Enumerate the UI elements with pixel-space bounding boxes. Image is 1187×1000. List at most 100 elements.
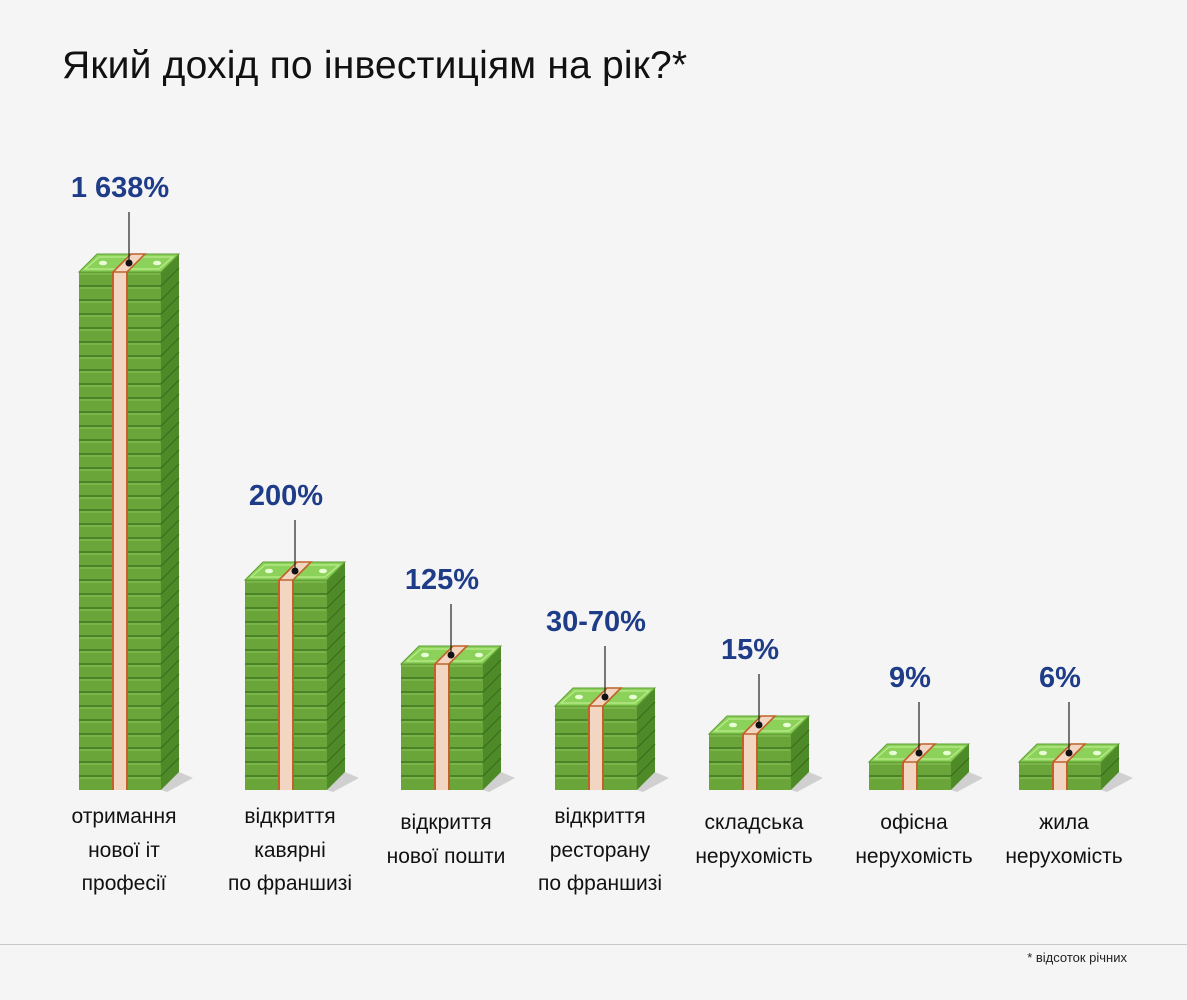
category-label: відкриття кавярні по франшизі	[195, 800, 385, 901]
bar-shadow	[1101, 772, 1133, 792]
bill-side-line	[482, 673, 502, 693]
bill-side-line	[482, 715, 502, 735]
bill-side-line	[160, 715, 180, 735]
value-label: 9%	[889, 662, 931, 694]
footnote: * відсоток річних	[1027, 950, 1127, 965]
bill-ornament	[943, 750, 951, 756]
category-label: офісна нерухомість	[819, 806, 1009, 873]
bill-side-line	[160, 687, 180, 707]
bill-side-line	[160, 323, 180, 343]
category-label: отримання нової іт професії	[29, 800, 219, 901]
bill-side-line	[160, 351, 180, 371]
bill-side-line	[1100, 757, 1120, 777]
bill-side-line	[160, 519, 180, 539]
bill-side-line	[160, 393, 180, 413]
value-leader-dot	[755, 721, 763, 729]
bill-side-line	[160, 547, 180, 567]
bill-side-line	[326, 743, 346, 763]
bill-side-line	[160, 673, 180, 693]
bill-side-line	[160, 365, 180, 385]
bill-side-line	[790, 757, 810, 777]
bill-side-line	[160, 407, 180, 427]
bill-ornament	[153, 260, 161, 266]
category-label-line: нерухомість	[695, 844, 813, 868]
bar-side-face	[483, 646, 501, 790]
category-label-line: жила	[1039, 811, 1089, 834]
bill-side-line	[160, 491, 180, 511]
money-band	[435, 664, 449, 790]
bill-side-line	[160, 603, 180, 623]
value-leader-dot	[1065, 749, 1073, 757]
category-label-line: по франшизі	[228, 872, 352, 896]
value-label: 6%	[1039, 662, 1081, 694]
bar-shadow	[637, 772, 669, 792]
bill-side-line	[160, 589, 180, 609]
bill-side-line	[160, 561, 180, 581]
bill-ornament	[421, 652, 429, 658]
value-leader-dot	[125, 259, 133, 267]
category-label: відкриття нової пошти	[351, 806, 541, 873]
bill-side-line	[160, 421, 180, 441]
category-label-line: складська	[704, 811, 804, 834]
category-label: складська нерухомість	[659, 806, 849, 873]
bill-top-border	[713, 718, 805, 732]
bill-side-line	[160, 379, 180, 399]
category-label: жила нерухомість	[969, 806, 1159, 873]
bill-side-line	[160, 477, 180, 497]
bill-top-border	[559, 690, 651, 704]
bill-ornament	[1093, 750, 1101, 756]
bar-shadow	[483, 772, 515, 792]
category-label: відкриття ресторану по франшизі	[505, 800, 695, 901]
bill-top-border	[249, 564, 341, 578]
bill-side-line	[160, 659, 180, 679]
bill-side-line	[160, 505, 180, 525]
bill-top-border	[1023, 746, 1115, 760]
bill-side-line	[326, 575, 346, 595]
bill-ornament	[575, 694, 583, 700]
bill-side-line	[790, 729, 810, 749]
bill-ornament	[1039, 750, 1047, 756]
money-stack-bar	[553, 646, 657, 790]
bill-top-border	[83, 256, 175, 270]
bill-side-line	[160, 575, 180, 595]
money-band	[1053, 762, 1067, 790]
money-stack-bar	[707, 674, 811, 790]
value-leader-dot	[447, 651, 455, 659]
bill-side-line	[160, 631, 180, 651]
bill-side-line	[326, 645, 346, 665]
bill-ornament	[629, 694, 637, 700]
bill-side-line	[160, 267, 180, 287]
value-leader-dot	[915, 749, 923, 757]
bill-side-line	[160, 729, 180, 749]
bill-side-line	[482, 687, 502, 707]
category-label-line: відкриття	[400, 811, 492, 834]
category-label-line: відкриття	[554, 805, 646, 828]
bill-side-line	[160, 645, 180, 665]
category-label-line: нерухомість	[1005, 844, 1123, 868]
bill-side-line	[326, 729, 346, 749]
bar-side-face	[327, 562, 345, 790]
category-label-line: ресторану	[549, 838, 651, 862]
money-band	[743, 734, 757, 790]
bill-side-line	[636, 715, 656, 735]
bill-side-line	[160, 435, 180, 455]
bill-side-line	[326, 673, 346, 693]
category-label-line: відкриття	[244, 805, 336, 828]
bill-side-line	[160, 337, 180, 357]
bill-side-line	[326, 631, 346, 651]
category-label-line: кавярні	[254, 838, 326, 862]
bar-shadow	[791, 772, 823, 792]
category-label-line: професії	[81, 872, 167, 896]
bill-ornament	[889, 750, 897, 756]
bill-side-line	[482, 729, 502, 749]
category-label-line: отримання	[71, 805, 177, 828]
category-label-line: нової пошти	[386, 844, 506, 868]
value-label: 200%	[248, 480, 324, 512]
money-stack-bar	[867, 702, 971, 790]
bill-side-line	[636, 757, 656, 777]
bill-ornament	[729, 722, 737, 728]
money-band	[903, 762, 917, 790]
bar-side-face	[161, 254, 179, 790]
bill-side-line	[160, 449, 180, 469]
money-band	[113, 272, 127, 790]
